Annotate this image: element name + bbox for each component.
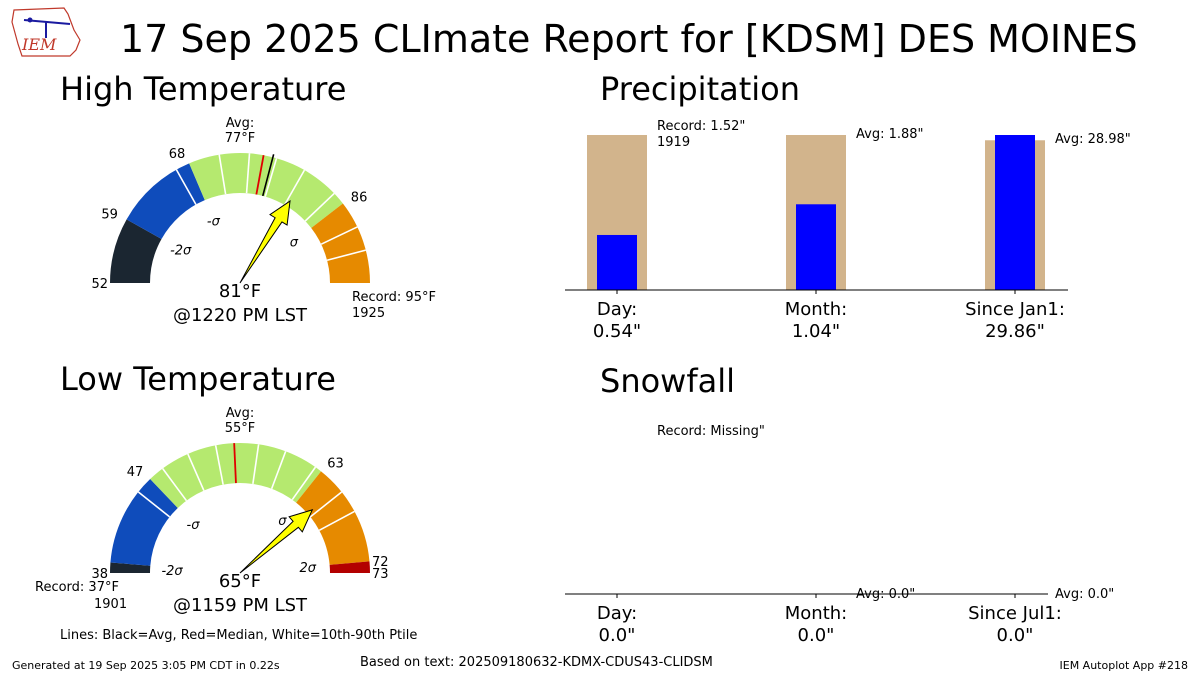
precip-day-record-year: 1919: [657, 135, 690, 150]
precip-obs-bar-0: [597, 234, 637, 290]
high-needle-arrow: [239, 200, 291, 284]
high-record-label: Record: 95°F: [352, 290, 436, 305]
low-avg-value-label: 55°F: [225, 421, 256, 436]
high-gauge-band-1: [126, 163, 205, 239]
high-tick-label-1: 59: [101, 207, 118, 222]
low-median-line: [233, 443, 237, 484]
high-percentile-line-2: [245, 153, 251, 194]
high-gauge-band-2: [189, 153, 343, 228]
high-avg-label: Avg:: [226, 116, 254, 131]
precip-day-record-note: Record: 1.52": [657, 119, 745, 134]
snow-category-label-2: Since Jul1:: [968, 603, 1062, 624]
precip-category-value-0: 0.54": [593, 321, 641, 342]
high-gauge-band-3: [311, 203, 370, 283]
low-gauge-band-3: [296, 471, 370, 565]
anemometer-icon: [27, 17, 33, 23]
lines-legend-note: Lines: Black=Avg, Red=Median, White=10th…: [60, 628, 418, 643]
precip-obs-bar-2: [995, 135, 1035, 290]
high-percentile-line-6: [320, 226, 358, 245]
precip-category-label-0: Day:: [597, 299, 637, 320]
low-observed-label: 65°F: [219, 571, 261, 592]
snow-season-avg-note: Avg: 0.0": [1055, 587, 1114, 602]
figure-title: 17 Sep 2025 CLImate Report for [KDSM] DE…: [120, 17, 1138, 61]
high-time-label: @1220 PM LST: [173, 305, 308, 326]
iem-logo-text: IEM: [21, 35, 57, 54]
low-tick-label-0: 38: [91, 567, 108, 582]
generated-note: Generated at 19 Sep 2025 3:05 PM CDT in …: [12, 659, 280, 672]
high-observed-label: 81°F: [219, 281, 261, 302]
low-sigma-label-0: -2σ: [161, 564, 183, 579]
low-percentile-line-3: [214, 445, 224, 485]
high-record-year: 1925: [352, 306, 385, 321]
high-temp-panel-title: High Temperature: [60, 70, 347, 108]
high-percentile-line-1: [218, 154, 227, 195]
low-tick-label-3: 72: [372, 555, 389, 570]
high-avg-value-label: 77°F: [225, 131, 256, 146]
low-percentile-line-6: [291, 466, 317, 501]
high-tick-label-3: 86: [351, 190, 368, 205]
low-sigma-label-3: 2σ: [299, 561, 316, 576]
precip-category-label-2: Since Jan1:: [965, 299, 1065, 320]
low-sigma-label-1: -σ: [187, 518, 201, 533]
high-percentile-line-0: [175, 169, 197, 205]
source-text-note: Based on text: 202509180632-KDMX-CDUS43-…: [360, 655, 713, 670]
snow-category-label-1: Month:: [785, 603, 847, 624]
low-percentile-line-7: [309, 491, 343, 518]
low-percentile-line-4: [252, 444, 260, 485]
low-needle-arrow: [239, 509, 314, 574]
precip-obs-bar-1: [796, 204, 836, 290]
low-record-label: Record: 37°F: [35, 580, 119, 595]
low-percentile-line-1: [162, 468, 188, 502]
low-gauge-band-1: [110, 479, 178, 566]
high-tick-label-2: 68: [169, 147, 186, 162]
high-gauge-band-0: [110, 219, 162, 283]
snow-month-avg-note: Avg: 0.0": [856, 587, 915, 602]
low-sigma-label-2: σ: [278, 514, 287, 529]
high-percentile-line-4: [283, 169, 306, 206]
precip-month-avg-note: Avg: 1.88": [856, 127, 924, 142]
low-percentile-line-2: [187, 453, 205, 491]
precip-year-avg-note: Avg: 28.98": [1055, 132, 1131, 147]
low-tick-label-1: 47: [127, 465, 144, 480]
low-percentile-line-0: [137, 491, 171, 518]
low-gauge-band-0: [110, 562, 151, 573]
high-percentile-line-5: [304, 192, 335, 222]
snow-day-record-note: Record: Missing": [657, 424, 765, 439]
low-percentile-line-8: [318, 510, 355, 532]
low-tick-label-2: 63: [327, 457, 344, 472]
low-temp-panel-title: Low Temperature: [60, 360, 336, 398]
snow-category-value-0: 0.0": [599, 625, 636, 646]
iem-logo: [11, 7, 81, 57]
high-sigma-label-0: -2σ: [170, 244, 192, 259]
high-sigma-label-1: -σ: [207, 214, 221, 229]
snow-category-label-0: Day:: [597, 603, 637, 624]
high-percentile-line-3: [264, 158, 278, 197]
precip-category-value-2: 29.86": [985, 321, 1045, 342]
precip-category-label-1: Month:: [785, 299, 847, 320]
snow-category-value-1: 0.0": [798, 625, 835, 646]
low-gauge-band-4: [329, 561, 370, 573]
precip-panel-title: Precipitation: [600, 70, 801, 108]
low-tick-label-4: 73: [372, 567, 389, 582]
app-id-note: IEM Autoplot App #218: [1059, 659, 1189, 672]
low-time-label: @1159 PM LST: [173, 595, 308, 616]
snow-category-value-2: 0.0": [997, 625, 1034, 646]
low-avg-label: Avg:: [226, 406, 254, 421]
high-percentile-line-7: [326, 249, 366, 262]
low-percentile-line-5: [270, 451, 287, 490]
high-tick-label-0: 52: [91, 277, 108, 292]
low-record-year: 1901: [94, 597, 127, 612]
high-sigma-label-2: σ: [290, 235, 299, 250]
precip-category-value-1: 1.04": [792, 321, 840, 342]
high-avg-line: [261, 154, 275, 197]
high-median-line: [255, 154, 265, 195]
snow-panel-title: Snowfall: [600, 362, 735, 400]
